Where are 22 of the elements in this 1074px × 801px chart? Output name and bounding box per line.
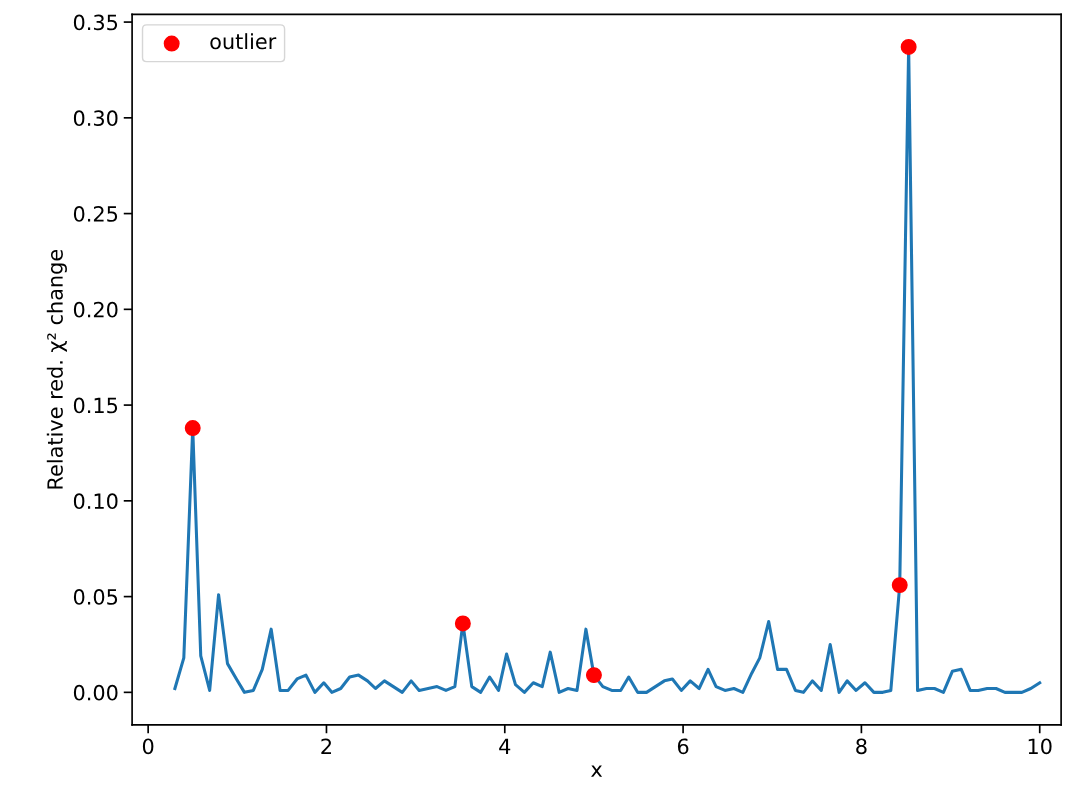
x-tick-label: 4 [499, 738, 511, 754]
point [454, 615, 471, 632]
x-tick-label: 0 [142, 738, 154, 755]
legend-label: outlier [210, 33, 277, 50]
point [900, 38, 917, 55]
y-tick-label: 0.20 [73, 301, 118, 318]
x-tick-label: 10 [1028, 738, 1052, 755]
point [891, 577, 908, 594]
y-tick-label: 0.05 [73, 589, 118, 605]
y-axis-title: Relative red. χ² change [46, 249, 67, 489]
y-tick-label: 0.35 [73, 14, 118, 31]
y-tick-label: 0.00 [73, 684, 118, 701]
y-tick-label: 0.25 [73, 206, 118, 222]
y-tick-label: 0.10 [73, 493, 118, 510]
point [585, 667, 602, 684]
x-tick-label: 2 [321, 738, 331, 754]
y-tick-label: 0.30 [73, 110, 118, 127]
x-tick-label: 8 [856, 738, 867, 755]
point [184, 420, 201, 437]
x-axis-title: x [591, 765, 603, 777]
x-tick-label: 6 [677, 738, 689, 755]
y-tick-label: 0.15 [73, 397, 118, 414]
